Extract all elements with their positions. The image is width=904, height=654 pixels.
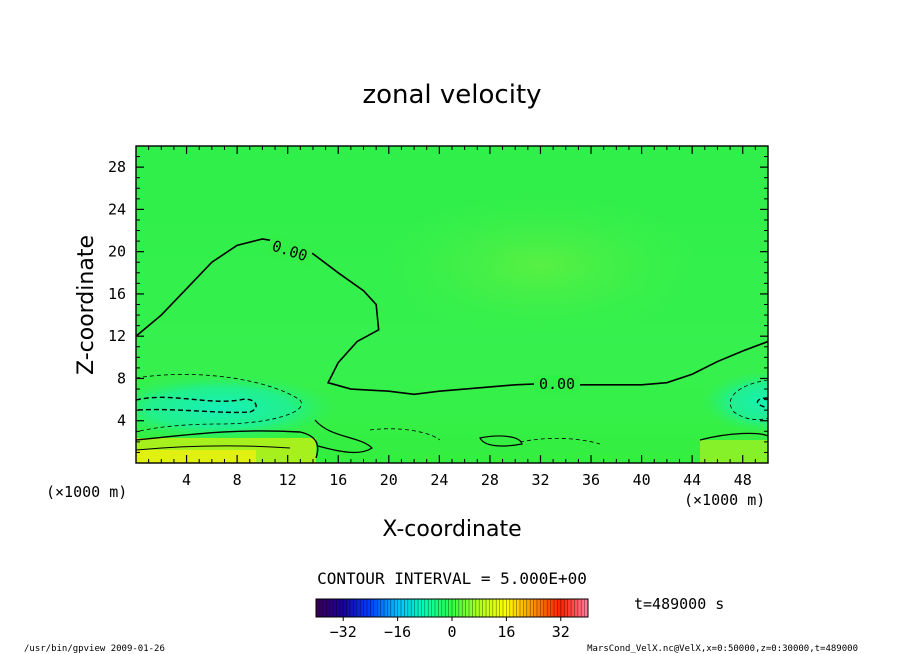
footer-left: /usr/bin/gpview 2009-01-26 bbox=[24, 644, 165, 654]
contour-negative-3 bbox=[729, 379, 768, 421]
x-axis-label: X-coordinate bbox=[382, 517, 521, 542]
footer-right: MarsCond_VelX.nc@VelX,x=0:50000,z=0:3000… bbox=[587, 644, 858, 654]
x-tick-label: 32 bbox=[531, 471, 549, 489]
colorbar-tick-label: −16 bbox=[384, 623, 411, 641]
time-label: t=489000 s bbox=[634, 595, 724, 613]
x-tick-label: 44 bbox=[683, 471, 701, 489]
contour-interval-label: CONTOUR INTERVAL = 5.000E+00 bbox=[317, 569, 587, 588]
contour-label-bg-1 bbox=[265, 233, 315, 267]
contour-label-2: 0.00 bbox=[539, 375, 575, 393]
x-tick-label: 20 bbox=[380, 471, 398, 489]
heatmap-field bbox=[136, 146, 768, 463]
y-tick-label: 16 bbox=[108, 285, 126, 303]
contour-near-surface-1 bbox=[136, 430, 319, 459]
contour-near-surface-3 bbox=[314, 419, 373, 454]
x-tick-label: 12 bbox=[279, 471, 297, 489]
contour-near-surface-4 bbox=[699, 432, 768, 441]
heatmap-negative-region-left bbox=[136, 374, 340, 442]
contour-negative-4 bbox=[756, 397, 768, 409]
x-tick-label: 8 bbox=[233, 471, 242, 489]
chart-title: zonal velocity bbox=[362, 80, 541, 110]
y-tick-label: 12 bbox=[108, 327, 126, 345]
colorbar-tick-label: −32 bbox=[330, 623, 357, 641]
y-axis-label: Z-coordinate bbox=[74, 235, 99, 375]
x-tick-label: 40 bbox=[633, 471, 651, 489]
colorbar-tick-label: 16 bbox=[497, 623, 515, 641]
x-tick-label: 16 bbox=[329, 471, 347, 489]
colorbar-ticks: −32 −16 0 16 32 bbox=[330, 617, 570, 641]
x-tick-label: 4 bbox=[182, 471, 191, 489]
heatmap-near-surface-right bbox=[700, 440, 768, 463]
zero-contour bbox=[136, 238, 768, 396]
contour-small-loop bbox=[479, 435, 523, 447]
colorbar-divisions bbox=[319, 599, 585, 617]
y-unit-note: (×1000 m) bbox=[46, 483, 127, 501]
contour-label-bg-2 bbox=[534, 375, 580, 393]
heatmap-positive-region bbox=[380, 195, 700, 335]
y-tick-label: 4 bbox=[117, 412, 126, 430]
x-unit-note: (×1000 m) bbox=[684, 491, 765, 509]
contour-negative-5 bbox=[369, 428, 601, 445]
colorbar-tick-label: 32 bbox=[552, 623, 570, 641]
contour-negative-2 bbox=[136, 374, 302, 433]
heatmap-surface-max bbox=[136, 450, 256, 463]
y-tick-label: 24 bbox=[108, 200, 126, 218]
contour-near-surface-2 bbox=[136, 445, 291, 451]
x-tick-label: 28 bbox=[481, 471, 499, 489]
y-tick-label: 28 bbox=[108, 158, 126, 176]
heatmap-negative-region-right bbox=[700, 370, 768, 434]
y-tick-label: 8 bbox=[117, 369, 126, 387]
colorbar-tick-label: 0 bbox=[447, 623, 456, 641]
x-tick-label: 48 bbox=[734, 471, 752, 489]
x-axis-ticks: 4 8 12 16 20 24 28 32 36 40 44 48 bbox=[148, 146, 756, 489]
y-tick-label: 20 bbox=[108, 243, 126, 261]
contour-negative-1 bbox=[136, 396, 257, 414]
x-tick-label: 24 bbox=[430, 471, 448, 489]
x-tick-label: 36 bbox=[582, 471, 600, 489]
y-axis-ticks: 4 8 12 16 20 24 28 bbox=[108, 156, 768, 453]
